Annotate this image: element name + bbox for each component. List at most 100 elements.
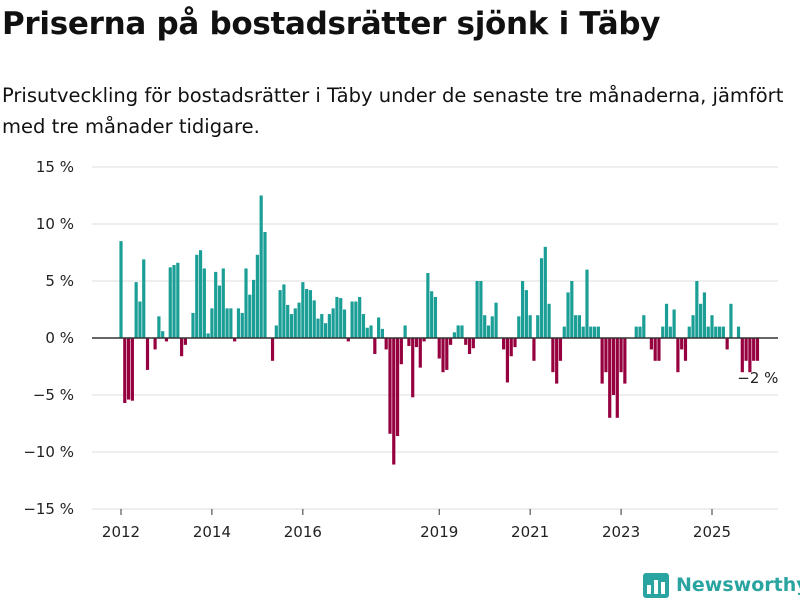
bar — [221, 268, 225, 338]
gridlines — [92, 166, 778, 510]
bar — [502, 338, 506, 350]
bar — [233, 338, 237, 342]
bar — [126, 338, 131, 400]
bar — [570, 281, 574, 338]
bar — [305, 288, 309, 338]
bar — [142, 259, 146, 338]
bar — [608, 338, 612, 418]
bar — [270, 338, 275, 361]
bar — [592, 326, 597, 338]
bar — [445, 338, 449, 370]
bar — [490, 316, 494, 338]
y-tick-label: −5 % — [33, 386, 74, 404]
bar — [687, 326, 691, 338]
bar — [176, 262, 180, 338]
bar — [407, 338, 411, 346]
x-tick-label: 2016 — [284, 523, 322, 541]
bar — [717, 326, 722, 338]
bar — [668, 326, 672, 338]
brand-name: Newsworthy — [676, 574, 800, 596]
y-tick-label: 10 % — [36, 215, 74, 233]
brand-logo: Newsworthy — [643, 568, 800, 602]
bar — [308, 290, 313, 338]
bar — [263, 231, 267, 338]
bar — [657, 338, 661, 361]
bar — [384, 338, 388, 350]
bar — [672, 309, 676, 338]
bar — [164, 338, 169, 342]
bar — [449, 338, 453, 345]
bar — [653, 338, 657, 361]
bar — [752, 338, 756, 361]
bar — [600, 338, 604, 384]
x-tick-label: 2021 — [511, 523, 549, 541]
bar — [505, 338, 510, 383]
bar — [714, 326, 718, 338]
bar — [486, 325, 491, 338]
bar — [377, 317, 381, 338]
bar — [119, 241, 123, 338]
bar — [327, 314, 331, 338]
bar — [483, 315, 487, 338]
bar — [441, 338, 445, 373]
bar — [464, 338, 468, 345]
bar — [479, 281, 483, 338]
bar — [513, 338, 517, 348]
bar — [520, 281, 525, 338]
bar — [710, 315, 714, 338]
bar — [369, 325, 373, 338]
bar — [195, 254, 199, 338]
bar — [683, 338, 688, 361]
bar — [664, 303, 669, 338]
bar — [323, 323, 328, 338]
bar — [543, 246, 547, 338]
bar — [589, 326, 593, 338]
bar — [619, 338, 623, 373]
bar — [214, 271, 218, 338]
bar — [278, 290, 282, 338]
bar — [475, 281, 479, 338]
bar — [240, 312, 244, 338]
bar — [517, 316, 521, 338]
bar — [183, 338, 187, 345]
bar — [555, 338, 559, 384]
bar — [373, 338, 377, 354]
bar — [596, 326, 600, 338]
bar — [202, 268, 206, 338]
bar — [320, 314, 324, 338]
bar — [289, 314, 294, 338]
bar — [236, 308, 241, 338]
bar — [286, 304, 290, 338]
bar — [509, 338, 513, 357]
bar — [551, 338, 555, 373]
bar — [721, 326, 725, 338]
bar — [437, 338, 441, 359]
bar — [380, 328, 384, 338]
bar — [168, 267, 172, 338]
bar — [123, 338, 127, 403]
bar — [736, 326, 741, 338]
bar — [460, 325, 464, 338]
bar — [471, 338, 475, 349]
bar — [585, 269, 589, 338]
bar — [611, 338, 616, 395]
bar — [725, 338, 729, 350]
bar — [392, 338, 396, 465]
bar — [293, 308, 297, 338]
bar — [399, 338, 403, 365]
x-tick-label: 2019 — [420, 523, 458, 541]
bar — [532, 338, 536, 361]
bar — [695, 281, 699, 338]
bar — [229, 308, 233, 338]
y-tick-label: 15 % — [36, 158, 74, 176]
bar — [755, 338, 760, 361]
bar — [604, 338, 608, 373]
bar — [248, 294, 252, 338]
bar — [524, 290, 528, 338]
bar — [354, 301, 358, 338]
bar — [615, 338, 619, 418]
bar — [252, 279, 256, 338]
bar — [566, 292, 570, 338]
y-tick-label: −15 % — [23, 500, 74, 518]
bar — [638, 326, 642, 338]
